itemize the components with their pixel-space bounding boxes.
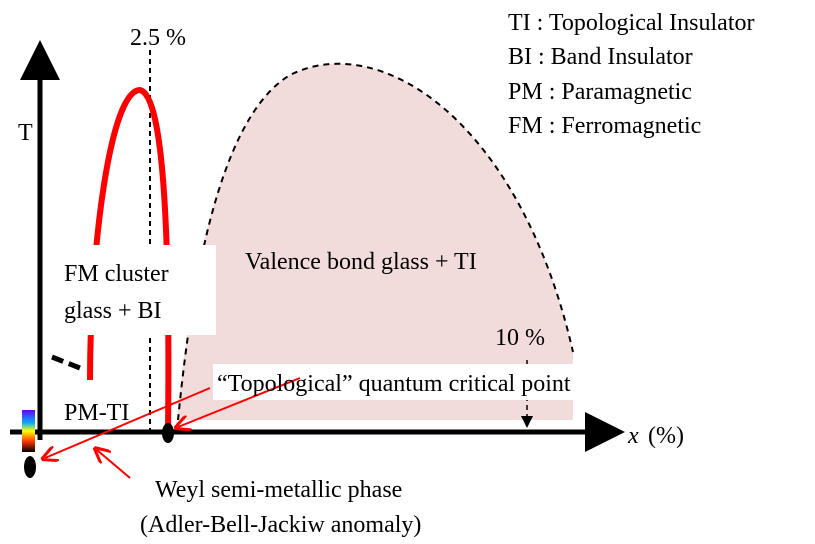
vbg-region	[176, 63, 573, 431]
marker-label: 2.5 %	[130, 25, 186, 51]
qcp-box	[213, 364, 575, 400]
annotation: Weyl semi-metallic phase	[155, 477, 402, 503]
region-label: glass + BI	[64, 298, 162, 324]
legend-item: TI : Topological Insulator	[508, 10, 755, 36]
legend-item: PM : Paramagnetic	[508, 79, 692, 105]
x-unit: (%)	[648, 423, 684, 449]
annotation: (Adler-Bell-Jackiw anomaly)	[140, 512, 421, 538]
legend-item: BI : Band Insulator	[508, 44, 693, 70]
x-label: x	[627, 423, 639, 449]
colorbar	[22, 410, 35, 452]
region-label: FM cluster	[64, 261, 169, 287]
weyl-point	[24, 456, 36, 478]
qcp-point	[162, 423, 174, 443]
legend-item: FM : Ferromagnetic	[508, 113, 701, 139]
weyl-arrow	[45, 387, 211, 458]
pm-boundary	[51, 354, 86, 373]
region-label: PM-TI	[64, 400, 129, 426]
fm-box	[48, 245, 216, 335]
region-label: Valence bond glass + TI	[245, 249, 477, 275]
marker-label: 10 %	[495, 325, 545, 351]
y-label: T	[18, 120, 33, 146]
qcp-arrow	[178, 377, 301, 427]
annotation: “Topological” quantum critical point	[217, 371, 571, 397]
weyl-arrow	[97, 450, 131, 479]
